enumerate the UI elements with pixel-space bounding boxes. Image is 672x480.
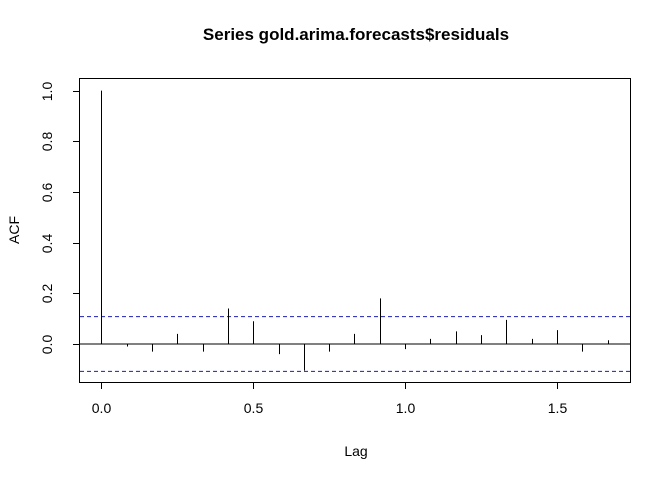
x-axis-label: Lag (344, 443, 367, 459)
y-axis-label: ACF (6, 216, 22, 244)
y-tick-label: 0.6 (39, 183, 55, 203)
y-tick-label: 1.0 (39, 82, 55, 102)
y-tick-label: 0.4 (39, 234, 55, 254)
x-tick-label: 0.5 (244, 400, 264, 416)
x-tick-label: 1.5 (548, 400, 568, 416)
y-tick-label: 0.0 (39, 335, 55, 355)
x-axis: 0.0 0.5 1.0 1.5 (92, 382, 568, 416)
chart-title: Series gold.arima.forecasts$residuals (203, 25, 509, 44)
x-tick-label: 1.0 (396, 400, 416, 416)
y-tick-label: 0.2 (39, 284, 55, 304)
x-tick-label: 0.0 (92, 400, 112, 416)
y-tick-label: 0.8 (39, 132, 55, 152)
plot-area (80, 90, 630, 372)
y-axis: 0.0 0.2 0.4 0.6 0.8 1.0 (39, 82, 80, 355)
